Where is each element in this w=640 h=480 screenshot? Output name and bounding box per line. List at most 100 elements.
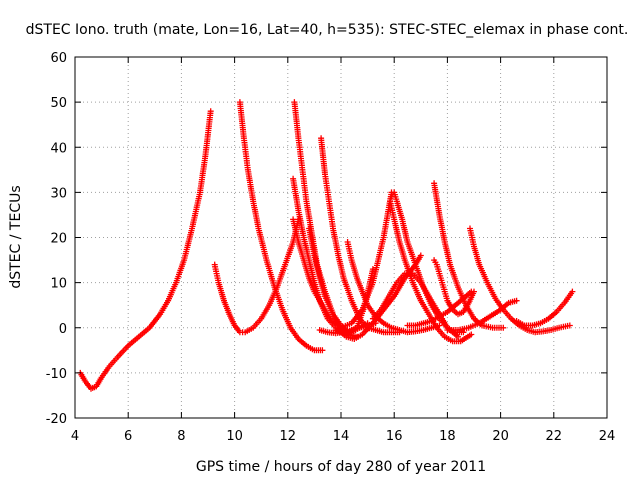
x-tick-label: 12 (280, 429, 297, 444)
y-axis-label: dSTEC / TECUs (8, 185, 24, 288)
data-point-marks (471, 243, 482, 266)
data-point-marks (215, 279, 227, 302)
data-point-marks (372, 327, 385, 335)
data-series-2 (211, 216, 302, 336)
data-point-marks (98, 365, 112, 381)
data-point-marks (311, 288, 325, 307)
data-series-20 (513, 288, 576, 329)
data-point-marks (420, 325, 433, 333)
data-point-marks (114, 344, 130, 361)
data-point-marks (340, 275, 354, 302)
data-point-marks (548, 325, 561, 333)
data-point-marks (431, 180, 443, 216)
data-point-marks (556, 322, 573, 331)
x-tick-label: 18 (439, 429, 456, 444)
data-point-marks (391, 276, 407, 300)
data-point-marks (457, 331, 475, 345)
data-point-marks (311, 347, 326, 354)
data-point-marks (540, 327, 553, 335)
data-point-marks (295, 135, 306, 171)
data-point-marks (125, 335, 141, 349)
data-point-marks (236, 99, 247, 140)
y-tick-label: -20 (46, 412, 67, 427)
data-point-marks (157, 299, 170, 318)
data-point-marks (393, 272, 407, 286)
data-point-marks (318, 135, 328, 176)
data-point-marks (385, 281, 399, 300)
data-point-marks (332, 327, 343, 335)
x-tick-label: 24 (599, 429, 616, 444)
data-point-marks (401, 257, 416, 284)
data-point-marks (338, 329, 348, 339)
data-point-marks (460, 301, 471, 315)
data-point-marks (303, 342, 316, 353)
data-point-marks (202, 108, 214, 160)
y-tick-label: 20 (50, 232, 67, 247)
data-point-marks (82, 378, 93, 390)
data-point-marks (399, 216, 410, 243)
data-point-marks (513, 318, 526, 328)
y-tick-label: 30 (50, 186, 67, 201)
data-point-marks (412, 261, 426, 289)
data-point-marks (348, 257, 360, 280)
data-point-marks (290, 216, 301, 243)
data-point-marks (255, 225, 269, 261)
x-tick-label: 22 (546, 429, 563, 444)
data-point-marks (444, 303, 457, 315)
x-tick-label: 16 (386, 429, 403, 444)
data-point-marks (146, 312, 162, 331)
data-point-marks (290, 175, 302, 212)
data-point-marks (391, 189, 400, 203)
data-series-19 (444, 297, 520, 333)
x-tick-label: 6 (124, 429, 132, 444)
data-point-marks (282, 241, 296, 268)
data-point-marks (377, 295, 391, 313)
data-point-marks (396, 327, 409, 335)
x-axis-label: GPS time / hours of day 280 of year 2011 (196, 459, 486, 475)
data-point-marks (436, 310, 449, 320)
data-point-marks (505, 297, 520, 306)
y-tick-label: 50 (50, 96, 67, 111)
x-tick-label: 20 (492, 429, 509, 444)
data-point-marks (335, 252, 347, 280)
data-point-marks (380, 320, 393, 330)
data-point-marks (306, 225, 317, 257)
data-point-marks (516, 322, 529, 332)
y-tick-label: 0 (59, 322, 67, 337)
data-point-marks (165, 281, 179, 304)
data-point-marks (93, 376, 104, 390)
data-point-marks (369, 236, 387, 286)
data-point-marks (497, 301, 510, 313)
data-point-marks (279, 306, 293, 329)
data-point-marks (295, 207, 307, 239)
data-point-marks (489, 324, 507, 331)
data-point-marks (409, 279, 423, 302)
data-point-marks (311, 252, 323, 280)
data-point-marks (436, 211, 448, 243)
data-point-marks (189, 191, 203, 232)
data-point-marks (537, 316, 550, 327)
data-point-marks (271, 284, 285, 311)
tick-layer (74, 56, 608, 419)
data-layer (77, 99, 576, 392)
data-point-marks (173, 259, 187, 286)
data-point-marks (359, 321, 375, 338)
data-point-marks (351, 332, 364, 342)
y-tick-label: -10 (46, 367, 67, 382)
data-point-marks (226, 311, 237, 327)
data-point-marks (299, 166, 310, 203)
x-tick-label: 10 (226, 429, 243, 444)
data-point-marks (236, 329, 246, 336)
data-series-1 (77, 108, 214, 392)
chart-title: dSTEC Iono. truth (mate, Lon=16, Lat=40,… (26, 22, 629, 38)
data-point-marks (326, 198, 336, 230)
data-point-marks (316, 327, 329, 335)
data-series-16 (431, 257, 477, 318)
data-point-marks (439, 279, 448, 293)
data-point-marks (231, 322, 242, 334)
data-point-marks (545, 310, 558, 322)
data-series-3 (236, 99, 326, 354)
data-point-marks (322, 171, 332, 203)
data-point-marks (412, 327, 425, 335)
